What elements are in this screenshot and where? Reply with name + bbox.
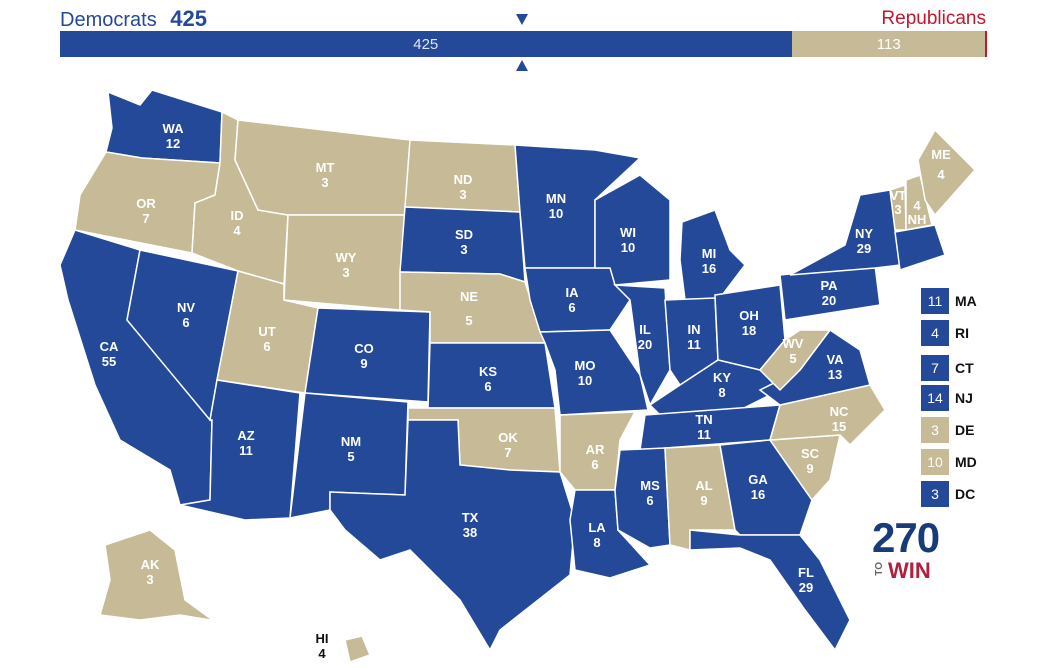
legend-item-nj[interactable]: 14 NJ	[921, 385, 1001, 411]
label-ms: MS 6	[640, 478, 660, 508]
state-wv[interactable]	[758, 329, 832, 392]
state-northeast-small[interactable]	[894, 224, 946, 271]
label-az: AZ 11	[237, 428, 254, 458]
label-mo: MO 10	[575, 358, 596, 388]
democrat-bar-segment: 425	[60, 31, 792, 57]
label-wa: WA 12	[163, 121, 185, 151]
label-al: AL 9	[695, 478, 712, 508]
legend-ev-box: 3	[921, 417, 949, 443]
label-ak: AK 3	[141, 557, 160, 587]
state-wi[interactable]	[594, 174, 671, 286]
legend-ev-box: 7	[921, 355, 949, 381]
democrats-header: Democrats 425	[60, 6, 207, 32]
label-ga: GA 16	[748, 472, 768, 502]
label-tn: TN 11	[695, 412, 712, 442]
label-ny: NY 29	[855, 226, 873, 256]
state-fl[interactable]	[689, 529, 851, 652]
abbr-wa: WA	[163, 121, 185, 136]
label-vt: VT 3	[890, 188, 907, 217]
state-me[interactable]	[917, 128, 977, 217]
republican-bar-value: 113	[876, 35, 901, 53]
label-pa: PA 20	[820, 278, 838, 308]
state-ak[interactable]	[99, 529, 241, 641]
legend-ev-box: 4	[921, 320, 949, 346]
label-co: CO 9	[354, 341, 374, 371]
label-la: LA 8	[588, 520, 606, 550]
state-az[interactable]	[179, 379, 301, 521]
republican-bar-segment: 113	[791, 31, 986, 57]
label-hi: HI 4	[316, 631, 329, 661]
democrat-bar-value: 425	[413, 35, 439, 53]
label-in: IN 11	[687, 322, 701, 352]
legend-state-label: DC	[955, 486, 976, 502]
label-nv: NV 6	[177, 300, 195, 330]
label-nh: 4 NH	[908, 198, 927, 227]
legend-ev-box: 3	[921, 481, 949, 507]
legend-item-ma[interactable]: 11 MA	[921, 288, 1001, 314]
state-ny[interactable]	[789, 189, 901, 276]
legend-item-md[interactable]: 10 MD	[921, 449, 1001, 475]
label-ca: CA 55	[100, 339, 119, 369]
label-tx: TX 38	[462, 510, 479, 540]
label-va: VA 13	[826, 352, 844, 382]
legend-ev-box: 14	[921, 385, 949, 411]
label-sd: SD 3	[455, 227, 473, 257]
threshold-marker-bottom-icon	[516, 60, 528, 71]
threshold-marker-top-icon	[516, 14, 528, 25]
label-ut: UT 6	[258, 324, 275, 354]
label-ky: KY 8	[713, 370, 731, 400]
legend-item-ri[interactable]: 4 RI	[921, 320, 1001, 346]
legend-state-label: MD	[955, 454, 977, 470]
label-nm: NM 5	[341, 434, 361, 464]
label-wi: WI 10	[620, 225, 636, 255]
label-mn: MN 10	[546, 191, 566, 221]
legend-state-label: RI	[955, 325, 969, 341]
legend-item-dc[interactable]: 3 DC	[921, 481, 1001, 507]
label-il: IL 20	[638, 322, 652, 352]
state-tx[interactable]	[329, 419, 576, 652]
label-mi: MI 16	[702, 246, 716, 276]
legend-state-label: CT	[955, 360, 974, 376]
label-mt: MT 3	[316, 160, 335, 190]
democrats-label: Democrats	[60, 9, 157, 31]
label-fl: FL 29	[798, 565, 814, 595]
democrats-total: 425	[170, 6, 207, 31]
label-ks: KS 6	[479, 364, 497, 394]
logo-win: WIN	[888, 558, 931, 583]
ev-wa: 12	[166, 136, 180, 151]
label-ok: OK 7	[498, 430, 518, 460]
270towin-logo[interactable]: 270 TO WIN	[872, 514, 946, 584]
republicans-label: Republicans	[881, 8, 986, 29]
label-ar: AR 6	[586, 442, 605, 472]
label-sc: SC 9	[801, 446, 820, 476]
legend-ev-box: 10	[921, 449, 949, 475]
legend-item-de[interactable]: 3 DE	[921, 417, 1001, 443]
state-ms[interactable]	[614, 447, 671, 549]
legend-state-label: NJ	[955, 390, 973, 406]
label-id: ID 4	[231, 208, 244, 238]
logo-number: 270	[872, 514, 940, 561]
state-hi[interactable]	[344, 635, 372, 663]
republican-bar-edge	[985, 31, 987, 57]
label-nc: NC 15	[830, 404, 849, 434]
label-ne: NE 5	[460, 289, 478, 328]
legend-ev-box: 11	[921, 288, 949, 314]
label-me: ME 4	[931, 147, 951, 182]
legend-item-ct[interactable]: 7 CT	[921, 355, 1001, 381]
legend-state-label: MA	[955, 293, 977, 309]
label-nd: ND 3	[454, 172, 473, 202]
legend-state-label: DE	[955, 422, 975, 438]
electoral-vote-bar: 425 113	[60, 31, 987, 57]
label-oh: OH 18	[739, 308, 759, 338]
logo-to: TO	[874, 562, 885, 576]
label-or: OR 7	[136, 196, 156, 226]
state-mi[interactable]	[679, 209, 746, 301]
label-wy: WY 3	[336, 250, 357, 280]
label-wv: WV 5	[783, 336, 804, 366]
label-ia: IA 6	[566, 285, 580, 315]
